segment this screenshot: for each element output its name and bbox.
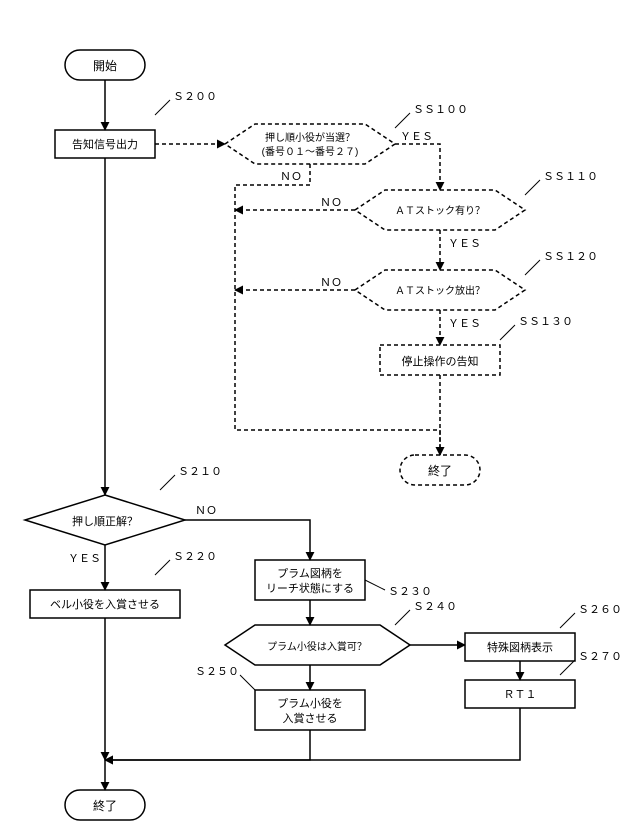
s240-decision: プラム小役は入賞可？ Ｓ２４０ [225,601,457,665]
s200-label: 告知信号出力 [72,137,138,151]
edge-s250-merge [105,730,310,760]
s270-label: ＲＴ１ [504,689,537,701]
s210-decision: 押し順正解？ Ｓ２１０ [25,466,222,545]
s230-process: プラム図柄を リーチ状態にする Ｓ２３０ [255,560,432,600]
start-label: 開始 [93,59,117,73]
end-terminator: 終了 [65,790,145,820]
s210-tag: Ｓ２１０ [178,466,222,478]
s250-label2: 入賞させる [283,712,338,725]
s270-tag: Ｓ２７０ [578,651,622,663]
s220-process: ベル小役を入賞させる Ｓ２２０ [30,551,217,618]
edge-ss100-ss110 [395,144,440,190]
ss120-no: ＮＯ [320,277,342,289]
s200-process: 告知信号出力 Ｓ２００ [55,91,217,158]
ss110-tag: ＳＳ１１０ [543,171,598,183]
ss110-label: ＡＴストック有り？ [395,204,485,217]
ss100-label2: (番号０１～番号２７) [262,146,359,158]
ss130-tag: ＳＳ１３０ [518,316,573,328]
end-sub-label: 終了 [428,463,452,478]
s260-label: 特殊図柄表示 [487,640,553,654]
s240-label: プラム小役は入賞可？ [267,640,367,653]
ss110-yes: ＹＥＳ [448,238,481,250]
s250-label1: プラム小役を [277,696,343,710]
ss100-label1: 押し順小役が当選？ [265,131,355,144]
s250-tag: Ｓ２５０ [195,666,239,678]
end-sub-terminator: 終了 [400,455,480,485]
s220-tag: Ｓ２２０ [173,551,217,563]
s200-tag: Ｓ２００ [173,91,217,103]
s230-label2: リーチ状態にする [266,581,354,595]
end-label: 終了 [93,798,117,813]
s230-label1: プラム図柄を [277,567,343,580]
s230-tag: Ｓ２３０ [388,586,432,598]
ss130-label: 停止操作の告知 [402,354,479,368]
s210-no: ＮＯ [195,505,217,517]
s240-tag: Ｓ２４０ [413,601,457,613]
ss120-yes: ＹＥＳ [448,318,481,330]
ss100-yes: ＹＥＳ [400,131,433,143]
s210-yes: ＹＥＳ [68,553,101,565]
ss120-label: ＡＴストック放出？ [395,284,485,297]
start-terminator: 開始 [65,50,145,80]
s220-label: ベル小役を入賞させる [50,597,160,611]
ss120-tag: ＳＳ１２０ [543,251,598,263]
ss120-decision: ＡＴストック放出？ ＳＳ１２０ [355,251,598,310]
s250-process: プラム小役を 入賞させる Ｓ２５０ [195,666,365,730]
ss110-no: ＮＯ [320,197,342,209]
s260-tag: Ｓ２６０ [578,604,622,616]
ss110-decision: ＡＴストック有り？ ＳＳ１１０ [355,171,598,230]
ss100-tag: ＳＳ１００ [413,104,468,116]
ss100-no: ＮＯ [280,171,302,183]
s270-process: ＲＴ１ Ｓ２７０ [465,651,622,708]
s210-label: 押し順正解？ [72,514,138,528]
